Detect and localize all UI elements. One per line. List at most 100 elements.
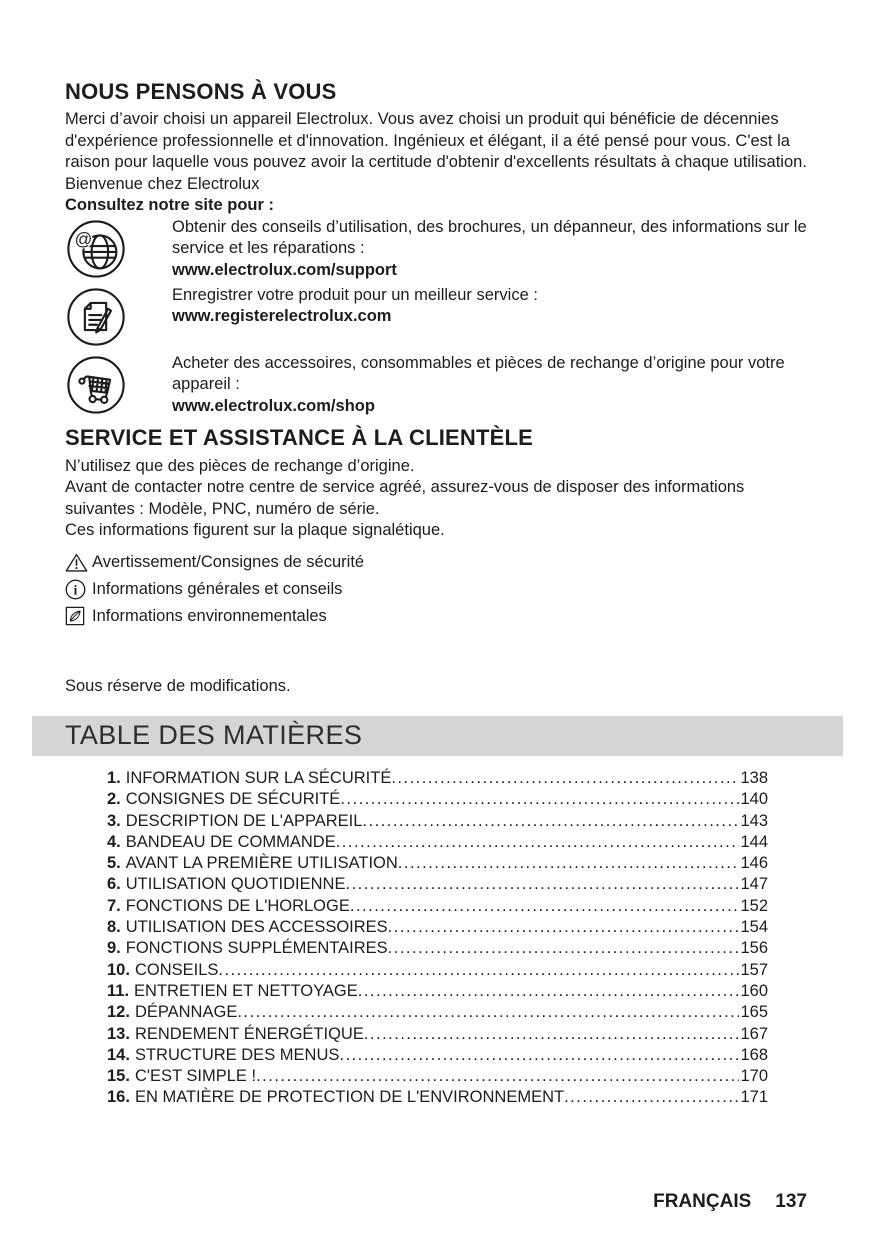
service-line-1: N’utilisez que des pièces de rechange d’… <box>65 456 415 475</box>
toc-entry-page: 170 <box>740 1067 768 1086</box>
toc-entry-label: INFORMATION SUR LA SÉCURITÉ <box>125 769 392 787</box>
symbol-legend: Avertissement/Consignes de sécurité i In… <box>65 549 810 630</box>
toc-dot-leader <box>564 1087 739 1108</box>
toc-entry-number: 16. <box>107 1088 130 1107</box>
toc-entry-number: 2. <box>107 790 121 809</box>
toc-entry-label: DÉPANNAGE <box>134 1003 238 1022</box>
toc-entry: 2.CONSIGNES DE SÉCURITÉ 140 <box>107 789 768 810</box>
toc-dot-leader <box>218 960 739 981</box>
toc-entry: 4.BANDEAU DE COMMANDE 144 <box>107 832 768 853</box>
toc-entry-number: 14. <box>107 1045 130 1064</box>
section-title-we-think-of-you: NOUS PENSONS À VOUS <box>65 79 337 104</box>
toc-entry-label: UTILISATION QUOTIDIENNE <box>125 875 346 894</box>
svg-text:@: @ <box>75 229 93 249</box>
footer-page-number: 137 <box>775 1191 807 1212</box>
section-title-customer-service: SERVICE ET ASSISTANCE À LA CLIENTÈLE <box>65 424 534 450</box>
toc-entry-label: CONSEILS <box>134 960 219 979</box>
toc-entry-label: STRUCTURE DES MENUS <box>134 1045 340 1064</box>
toc-entry-label: RENDEMENT ÉNERGÉTIQUE <box>134 1024 364 1043</box>
toc-entry-label: ENTRETIEN ET NETTOYAGE <box>134 981 358 1000</box>
toc-entry-label: CONSIGNES DE SÉCURITÉ <box>125 790 341 809</box>
toc-entry-number: 9. <box>107 939 121 958</box>
toc-entry-number: 7. <box>107 896 121 915</box>
resource-row-shop: Acheter des accessoires, consommables et… <box>65 353 810 421</box>
info-icon: i <box>65 579 92 600</box>
toc-entry-page: 168 <box>740 1045 768 1064</box>
footer-language: FRANÇAIS <box>653 1191 752 1212</box>
resource-text-block: Obtenir des conseils d’utilisation, des … <box>172 217 810 285</box>
toc-entry-number: 11. <box>107 981 130 1000</box>
service-line-2: Avant de contacter notre centre de servi… <box>65 478 745 518</box>
shop-url: www.electrolux.com/shop <box>172 396 375 415</box>
legend-label: Informations générales et conseils <box>92 579 343 598</box>
leaf-icon <box>65 606 92 626</box>
legend-item-warning: Avertissement/Consignes de sécurité <box>65 549 810 576</box>
toc-entry-page: 157 <box>740 960 768 979</box>
toc-entry-number: 5. <box>107 854 121 873</box>
toc-entry-label: FONCTIONS DE L'HORLOGE <box>125 896 350 915</box>
toc-dot-leader <box>339 1045 739 1066</box>
legend-item-info: i Informations générales et conseils <box>65 576 810 603</box>
visit-site-label: Consultez notre site pour : <box>65 196 275 214</box>
resource-links-section: @ Obtenir des conseils d’utilisation, de… <box>65 217 810 421</box>
toc-entry-label: EN MATIÈRE DE PROTECTION DE L'ENVIRONNEM… <box>134 1088 565 1107</box>
toc-entry-page: 156 <box>740 939 768 958</box>
toc-entry-page: 147 <box>740 875 768 894</box>
toc-entry: 12.DÉPANNAGE 165 <box>107 1002 768 1023</box>
toc-entry: 6.UTILISATION QUOTIDIENNE 147 <box>107 874 768 895</box>
toc-entry-label: DESCRIPTION DE L'APPAREIL <box>125 811 363 830</box>
service-line-3: Ces informations figurent sur la plaque … <box>65 521 445 539</box>
toc-entry-label: AVANT LA PREMIÈRE UTILISATION <box>125 854 398 873</box>
toc-dot-leader <box>398 853 740 874</box>
toc-entry-number: 1. <box>107 769 121 787</box>
globe-icon: @ <box>65 217 172 285</box>
toc-entry-label: C'EST SIMPLE ! <box>134 1067 257 1086</box>
toc-entry-page: 143 <box>740 811 768 830</box>
resource-description: Enregistrer votre produit pour un meille… <box>172 285 538 304</box>
toc-entry-number: 13. <box>107 1024 130 1043</box>
toc-title: TABLE DES MATIÈRES <box>65 720 363 750</box>
resource-text-block: Enregistrer votre produit pour un meille… <box>172 285 810 353</box>
toc-entry-number: 6. <box>107 875 121 894</box>
toc-dot-leader <box>350 896 740 917</box>
toc-entry: 10.CONSEILS 157 <box>107 960 768 981</box>
cart-icon <box>65 353 172 421</box>
toc-entry-number: 8. <box>107 918 121 937</box>
toc-entry-page: 146 <box>740 854 768 873</box>
legend-item-environment: Informations environnementales <box>65 603 810 630</box>
resource-text-block: Acheter des accessoires, consommables et… <box>172 353 810 421</box>
toc-entry-label: UTILISATION DES ACCESSOIRES <box>125 918 388 937</box>
register-icon <box>65 285 172 353</box>
resource-row-support: @ Obtenir des conseils d’utilisation, de… <box>65 217 810 285</box>
toc-dot-leader <box>364 1024 740 1045</box>
table-of-contents: 1.INFORMATION SUR LA SÉCURITÉ 138 2.CONSI… <box>107 768 768 1109</box>
toc-entry-number: 15. <box>107 1067 130 1086</box>
support-url: www.electrolux.com/support <box>172 260 397 279</box>
toc-entry-page: 152 <box>740 896 768 915</box>
toc-dot-leader <box>256 1066 739 1087</box>
toc-entry: 16. EN MATIÈRE DE PROTECTION DE L'ENVIRON… <box>107 1087 768 1108</box>
toc-entry: 15.C'EST SIMPLE ! 170 <box>107 1066 768 1087</box>
toc-entry: 7.FONCTIONS DE L'HORLOGE 152 <box>107 896 768 917</box>
toc-entry-number: 12. <box>107 1003 130 1022</box>
toc-entry-page: 154 <box>740 918 768 937</box>
toc-entry: 13.RENDEMENT ÉNERGÉTIQUE 167 <box>107 1024 768 1045</box>
toc-entry-page: 165 <box>740 1003 768 1022</box>
resource-description: Acheter des accessoires, consommables et… <box>172 353 785 394</box>
page-content: NOUS PENSONS À VOUS Merci d’avoir choisi… <box>0 0 875 1109</box>
intro-paragraph: Merci d’avoir choisi un appareil Electro… <box>65 110 807 171</box>
toc-entry-label: BANDEAU DE COMMANDE <box>125 832 336 851</box>
legend-label: Informations environnementales <box>92 606 327 625</box>
toc-dot-leader <box>340 789 739 810</box>
toc-header-band: TABLE DES MATIÈRES <box>32 716 843 756</box>
legend-label: Avertissement/Consignes de sécurité <box>92 552 365 571</box>
warning-icon <box>65 552 92 573</box>
register-url: www.registerelectrolux.com <box>172 307 392 325</box>
toc-entry: 9.FONCTIONS SUPPLÉMENTAIRES 156 <box>107 938 768 959</box>
toc-entry: 8.UTILISATION DES ACCESSOIRES 154 <box>107 917 768 938</box>
toc-entry-page: 138 <box>740 769 768 787</box>
resource-row-register: Enregistrer votre produit pour un meille… <box>65 285 810 353</box>
toc-entry-label: FONCTIONS SUPPLÉMENTAIRES <box>125 939 388 958</box>
toc-dot-leader <box>391 768 739 789</box>
